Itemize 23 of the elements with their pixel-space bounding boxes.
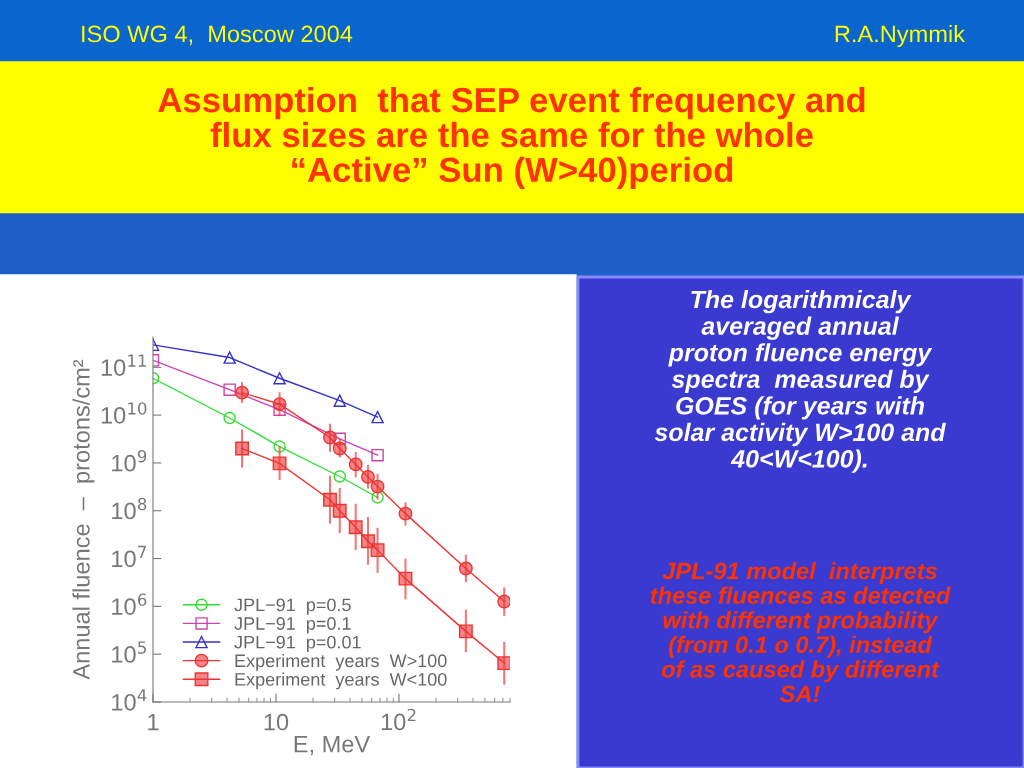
text: JPL-91 model interprets these fluences as detected with different probability (from 0.1 o 0.7), instead of as caused by different SA! xyxy=(650,562,951,703)
legend-label: JPL−91 p=0.1 xyxy=(234,617,351,634)
legend-label: JPL−91 p=0.01 xyxy=(234,635,361,653)
y-tick-label: 10$^{10}$ xyxy=(101,402,147,424)
y-tick-label: 10$^{9}$ xyxy=(112,449,147,472)
x-tick-label: 10$^{2}$ xyxy=(381,708,416,731)
y-tick-label: 10$^{6}$ xyxy=(112,593,147,615)
y-axis-title: Annual fluence – protons/cm² xyxy=(72,359,95,680)
y-tick-label: 10$^{7}$ xyxy=(112,545,146,568)
text: R.A.Nymmik xyxy=(835,25,966,47)
chart-title: Assumption that SEP event frequency and flux sizes are the same for the whole “Active” Sun (W>40)period xyxy=(158,86,865,190)
text: ISO WG 4, Moscow 2004 xyxy=(82,25,353,46)
legend-label: Experiment years W>100 xyxy=(235,653,447,671)
legend-label: Experiment years W<100 xyxy=(235,672,447,690)
x-axis-title: E, MeV xyxy=(294,735,371,756)
x-tick-label: 10 xyxy=(264,713,289,731)
y-tick-label: 10$^{4}$ xyxy=(112,689,147,711)
y-tick-label: 10$^{5}$ xyxy=(112,641,146,663)
legend-label: JPL−91 p=0.5 xyxy=(234,598,351,615)
y-tick-label: 10$^{8}$ xyxy=(112,497,147,520)
x-tick-label: 1 xyxy=(148,713,159,731)
y-tick-label: 10$^{11}$ xyxy=(101,354,146,376)
text: The logarithmicaly averaged annual proton fluence energy spectra measured by GOES (for years with solar activity W>100 and 40<W<100). xyxy=(654,290,946,473)
